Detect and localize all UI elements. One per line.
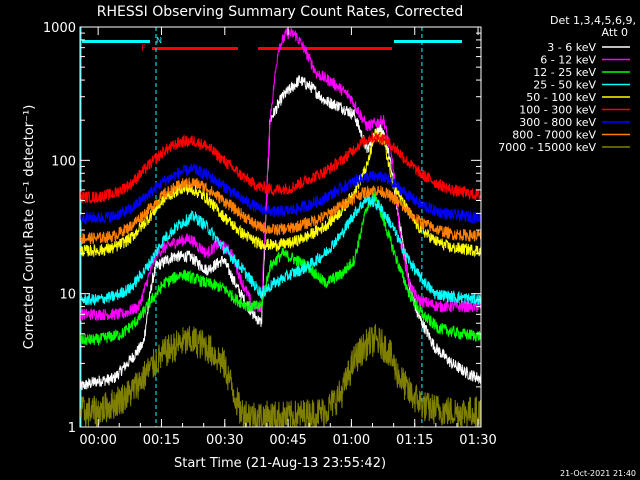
night-bar-left bbox=[82, 40, 150, 43]
legend-label-4: 50 - 100 keV bbox=[526, 91, 596, 104]
x-axis: 00:00 00:15 00:30 00:45 01:00 01:15 01:30 bbox=[79, 27, 497, 448]
legend-label-8: 7000 - 15000 keV bbox=[498, 141, 596, 154]
x-tick-label-5: 01:15 bbox=[396, 433, 433, 448]
legend-label-2: 12 - 25 keV bbox=[533, 66, 596, 79]
legend-label-6: 300 - 800 keV bbox=[519, 116, 596, 129]
flag-n-label: N bbox=[156, 36, 162, 45]
series-line-2 bbox=[80, 189, 481, 346]
y-tick-label-2: 100 bbox=[51, 154, 76, 169]
night-bar-right bbox=[394, 40, 462, 43]
series-line-1 bbox=[80, 27, 481, 322]
series-line-8 bbox=[80, 324, 481, 427]
flag-f-label: F bbox=[141, 44, 146, 54]
x-tick-label-2: 00:30 bbox=[206, 433, 243, 448]
x-tick-label-6: 01:30 bbox=[459, 433, 496, 448]
x-tick-label-1: 00:15 bbox=[143, 433, 180, 448]
legend-label-1: 6 - 12 keV bbox=[540, 54, 596, 67]
flare-bar-2 bbox=[258, 47, 392, 50]
y-axis-label: Corrected Count Rate (s⁻¹ detector⁻¹) bbox=[22, 105, 37, 350]
y-tick-label-3: 1000 bbox=[43, 21, 76, 36]
legend-label-7: 800 - 7000 keV bbox=[512, 129, 596, 142]
series-line-7 bbox=[80, 177, 481, 246]
legend-label-0: 3 - 6 keV bbox=[547, 41, 596, 54]
flare-bar-1 bbox=[152, 47, 238, 50]
y-tick-label-1: 10 bbox=[59, 288, 76, 303]
y-axis: 1 10 100 1000 bbox=[43, 21, 481, 436]
legend-label-3: 25 - 50 keV bbox=[533, 79, 596, 92]
plot-frame bbox=[79, 26, 482, 428]
series-line-6 bbox=[80, 163, 481, 225]
series-line-5 bbox=[80, 131, 481, 204]
legend-header-2: Att 0 bbox=[602, 26, 628, 39]
footer-date: 21-Oct-2021 21:40 bbox=[560, 469, 636, 478]
x-tick-label-4: 01:00 bbox=[333, 433, 370, 448]
legend-label-5: 100 - 300 keV bbox=[519, 104, 596, 117]
legend-header-1: Det 1,3,4,5,6,9, bbox=[550, 14, 636, 27]
flag-bars: F N bbox=[82, 36, 462, 54]
series-line-3 bbox=[80, 194, 481, 306]
x-tick-label-3: 00:45 bbox=[269, 433, 306, 448]
series-layer bbox=[80, 27, 481, 427]
x-axis-label: Start Time (21-Aug-13 23:55:42) bbox=[174, 456, 386, 471]
y-tick-label-0: 1 bbox=[68, 421, 76, 436]
chart-title: RHESSI Observing Summary Count Rates, Co… bbox=[97, 4, 463, 20]
x-tick-label-0: 00:00 bbox=[79, 433, 116, 448]
